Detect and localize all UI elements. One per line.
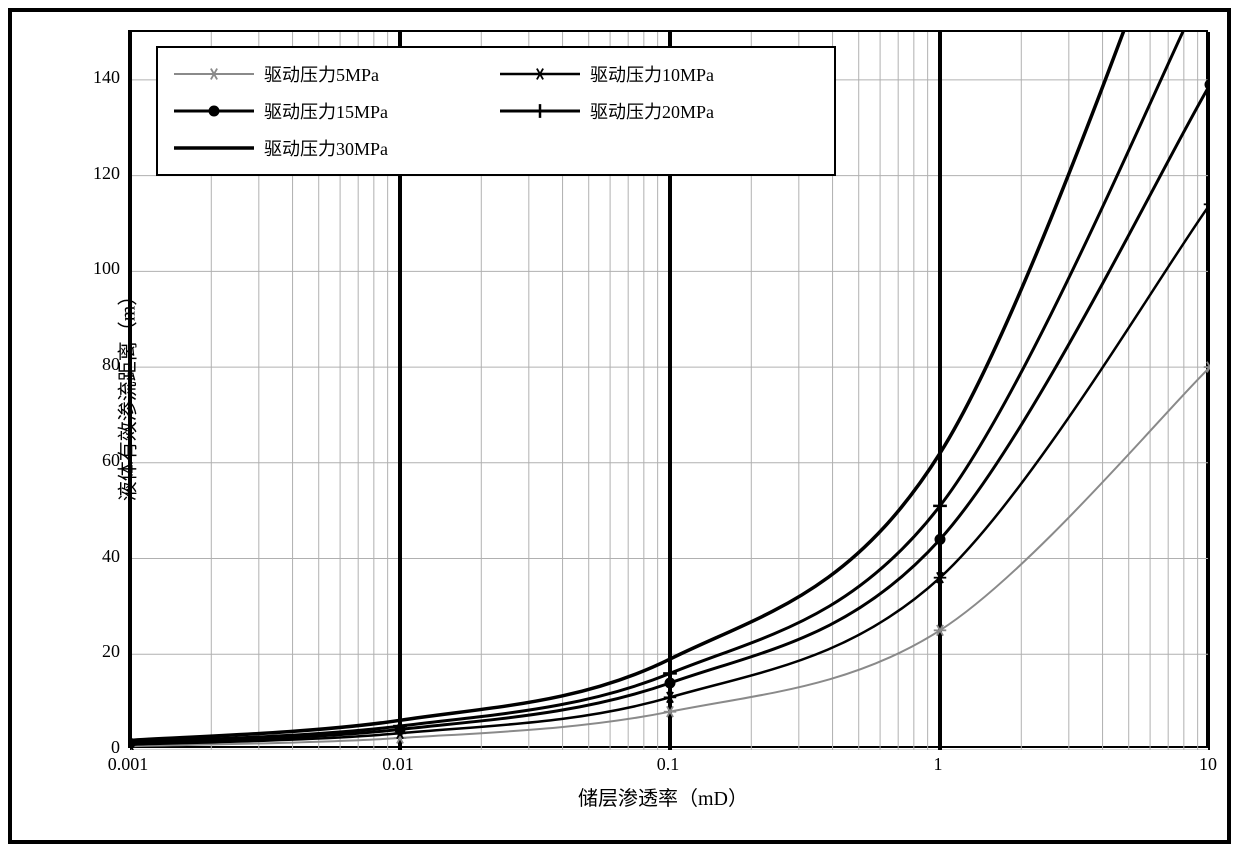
- y-tick-label: 80: [102, 354, 120, 375]
- x-axis-label: 储层渗透率（mD）: [578, 782, 748, 811]
- x-tick-label: 0.001: [98, 754, 158, 775]
- legend-item: 驱动压力5MPa: [170, 56, 496, 93]
- legend-label: 驱动压力10MPa: [590, 61, 714, 87]
- legend-item: 驱动压力10MPa: [496, 56, 822, 93]
- x-tick-label: 0.1: [638, 754, 698, 775]
- x-tick-label: 10: [1178, 754, 1238, 775]
- y-tick-label: 100: [93, 258, 120, 279]
- y-tick-label: 40: [102, 546, 120, 567]
- y-tick-label: 60: [102, 450, 120, 471]
- x-tick-label: 0.01: [368, 754, 428, 775]
- x-tick-label: 1: [908, 754, 968, 775]
- y-tick-label: 20: [102, 641, 120, 662]
- y-tick-label: 0: [111, 737, 120, 758]
- legend-label: 驱动压力20MPa: [590, 98, 714, 124]
- y-tick-label: 140: [93, 67, 120, 88]
- legend-swatch: [174, 62, 254, 86]
- legend-label: 驱动压力5MPa: [264, 61, 379, 87]
- legend-item: 驱动压力15MPa: [170, 93, 496, 130]
- legend: 驱动压力5MPa 驱动压力10MPa 驱动压力15MPa 驱动压力20MPa 驱动压力3…: [156, 46, 836, 176]
- y-tick-label: 120: [93, 163, 120, 184]
- legend-swatch: [500, 62, 580, 86]
- figure-container: 液体有效渗流距离（m） 储层渗透率（mD） 驱动压力5MPa驱动压力10MPa驱…: [0, 0, 1239, 852]
- legend-label: 驱动压力15MPa: [264, 98, 388, 124]
- legend-label: 驱动压力30MPa: [264, 135, 388, 161]
- legend-item: 驱动压力20MPa: [496, 93, 822, 130]
- legend-swatch: [500, 99, 580, 123]
- legend-swatch: [174, 136, 254, 160]
- legend-swatch: [174, 99, 254, 123]
- legend-item: 驱动压力30MPa: [170, 129, 496, 166]
